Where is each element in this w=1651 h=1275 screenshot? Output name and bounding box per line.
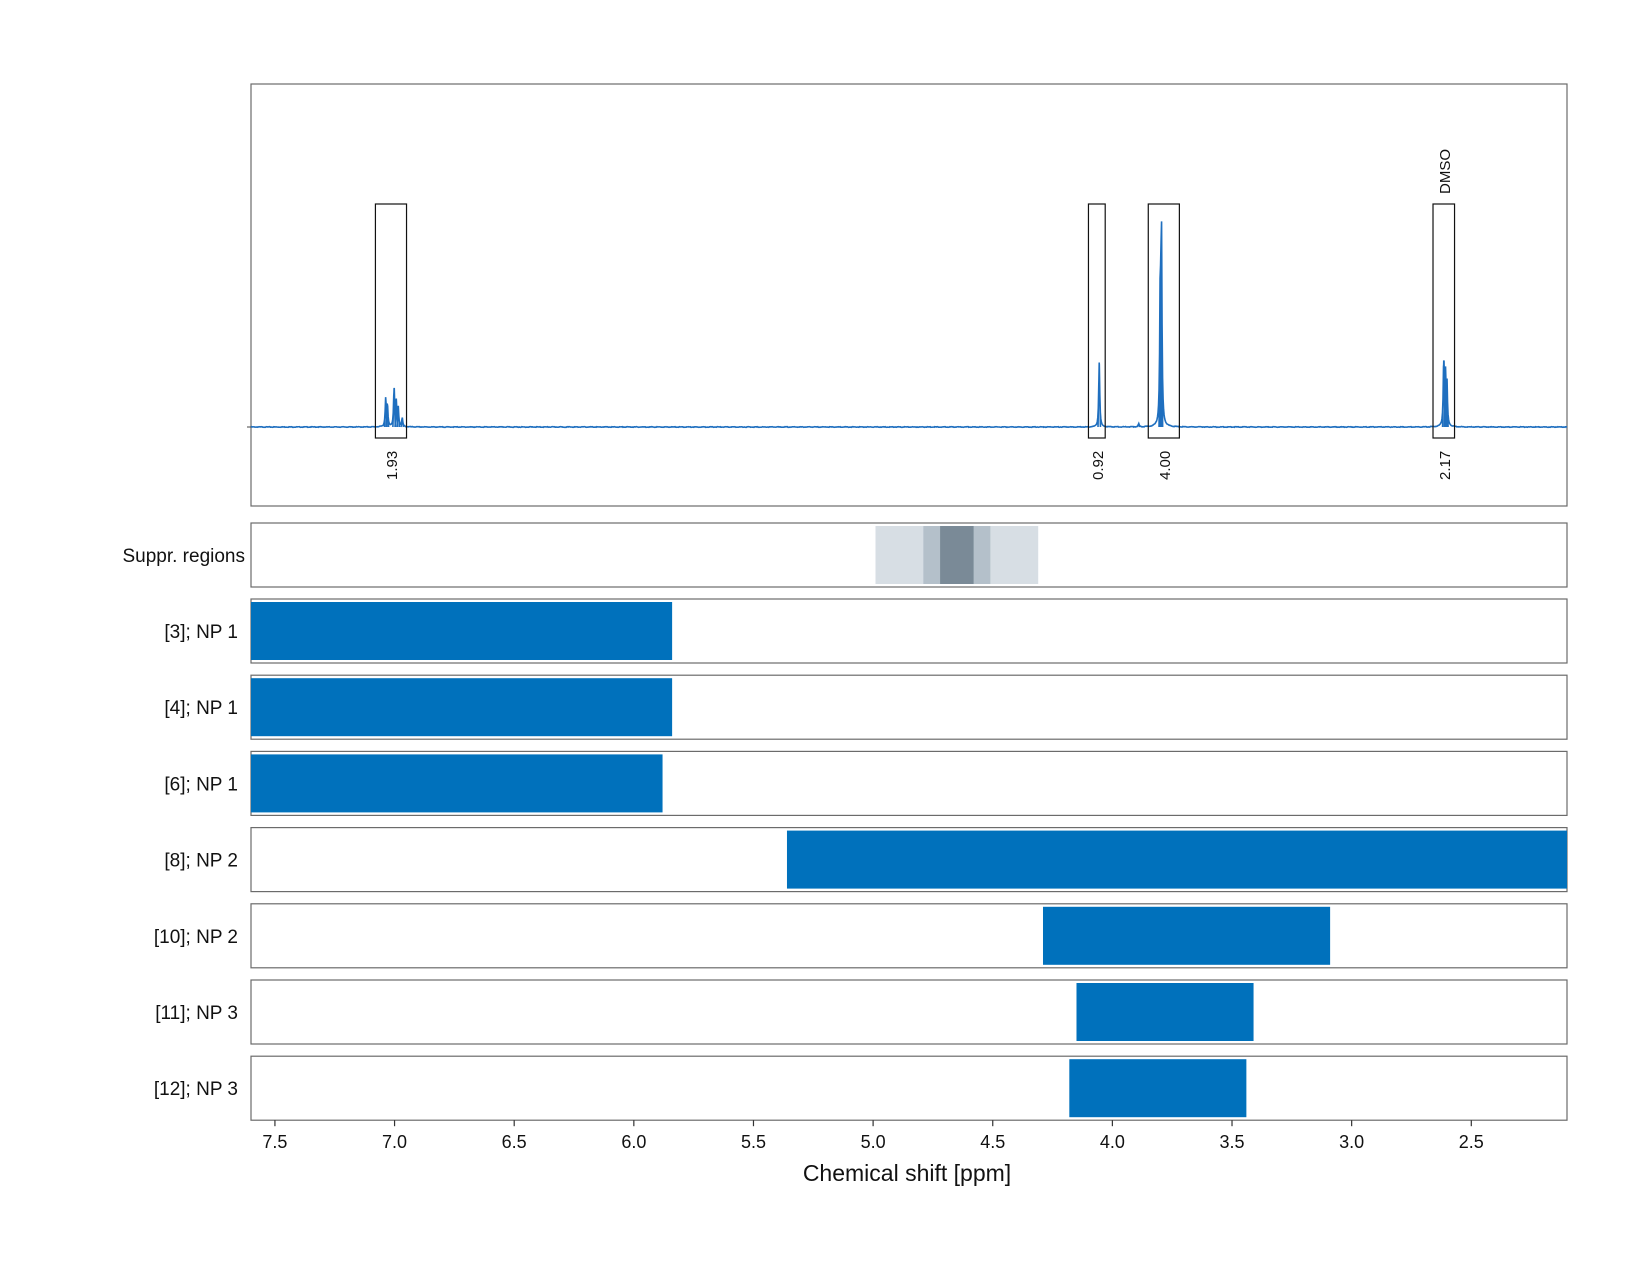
integral-label: 0.92 [1090, 451, 1107, 480]
x-tick-label: 6.0 [621, 1132, 646, 1152]
range-bar [786, 830, 1567, 889]
x-tick-label: 4.5 [980, 1132, 1005, 1152]
spectrum-frame [250, 83, 1568, 507]
spectrum-line [250, 221, 1568, 429]
x-tick-label: 5.5 [741, 1132, 766, 1152]
integral-label: 4.00 [1157, 451, 1174, 480]
x-tick-label: 7.5 [262, 1132, 287, 1152]
range-bar [251, 602, 673, 660]
x-tick-label: 7.0 [382, 1132, 407, 1152]
x-tick-label: 5.0 [861, 1132, 886, 1152]
range-frame [250, 979, 1568, 1045]
x-tick-label: 4.0 [1100, 1132, 1125, 1152]
range-frame [250, 903, 1568, 969]
range-row: [8]; NP 2 [164, 826, 1568, 893]
range-row: [12]; NP 3 [154, 1055, 1568, 1121]
range-label: [12]; NP 3 [154, 1079, 238, 1100]
range-row: [11]; NP 3 [155, 979, 1568, 1045]
suppr-label: Suppr. regions [122, 546, 245, 567]
integration-box [374, 203, 408, 439]
x-axis: 7.5 7.0 6.5 6.0 5.5 5.0 4.5 4.0 3.5 3.0 2.5 [262, 1120, 1484, 1152]
range-label: [11]; NP 3 [155, 1003, 238, 1024]
range-label: [3]; NP 1 [164, 622, 238, 643]
range-bar [1076, 983, 1254, 1041]
integration-box [1147, 203, 1180, 439]
range-row: [4]; NP 1 [164, 674, 1568, 740]
range-row: [10]; NP 2 [154, 903, 1568, 969]
range-bar [251, 754, 663, 813]
x-tick-label: 3.0 [1339, 1132, 1364, 1152]
range-label: [10]; NP 2 [154, 927, 238, 948]
integral-label: 2.17 [1437, 451, 1454, 480]
x-tick-label: 2.5 [1459, 1132, 1484, 1152]
range-label: [8]; NP 2 [164, 851, 238, 872]
range-label: [4]; NP 1 [164, 698, 238, 719]
integration-box [1087, 203, 1106, 439]
integral-label: 1.93 [384, 451, 401, 480]
range-bar [1069, 1059, 1247, 1118]
integration-box [1432, 203, 1456, 439]
x-tick-label: 3.5 [1220, 1132, 1245, 1152]
range-row: [3]; NP 1 [164, 598, 1568, 664]
x-tick-label: 6.5 [502, 1132, 527, 1152]
range-bar [251, 678, 673, 737]
range-label: [6]; NP 1 [164, 774, 238, 795]
range-frame [250, 1055, 1568, 1121]
suppr-band [940, 526, 974, 584]
suppressed-regions-panel: Suppr. regions [122, 522, 1568, 588]
spectrum-panel: 1.93 0.92 4.00 2.17 DMSO [247, 83, 1568, 507]
range-bar [1042, 906, 1331, 965]
range-panels: [3]; NP 1 [4]; NP 1 [6]; NP 1 [8]; NP 2 [10]… [154, 598, 1568, 1121]
peak-annotation: DMSO [1437, 149, 1454, 194]
range-row: [6]; NP 1 [164, 750, 1568, 817]
x-axis-label: Chemical shift [ppm] [803, 1160, 1011, 1186]
